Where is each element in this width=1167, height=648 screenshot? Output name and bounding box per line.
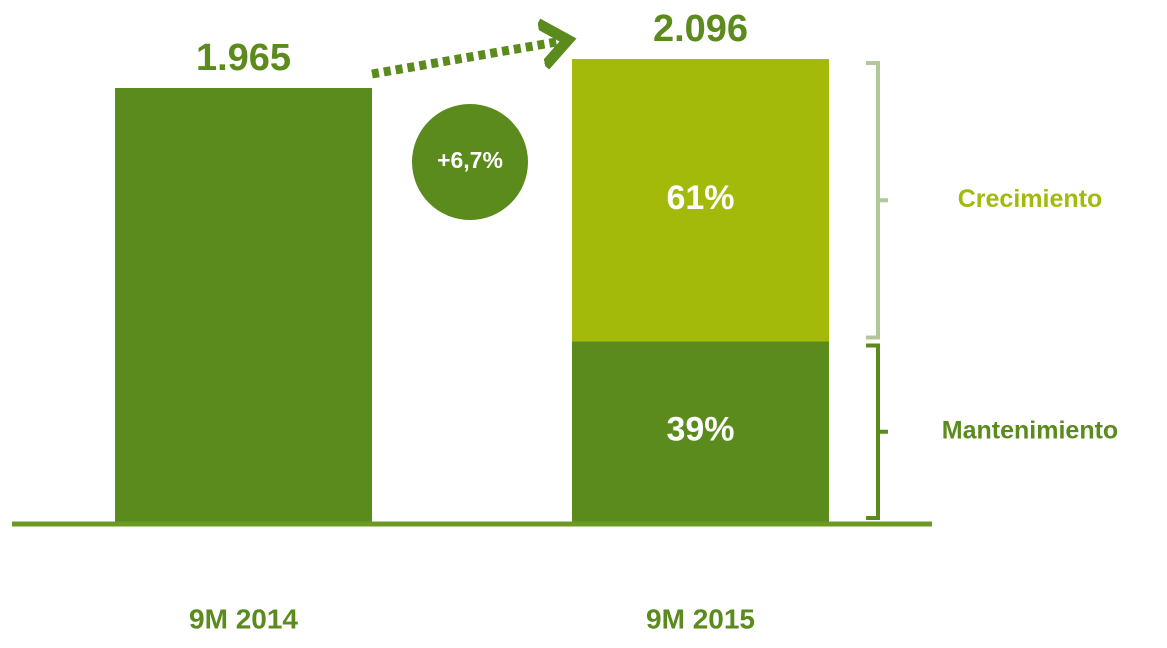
segment-label: 39% [666, 411, 734, 449]
legend-label: Mantenimiento [942, 416, 1118, 444]
growth-arrow [371, 40, 568, 79]
x-tick-label: 9M 2014 [189, 603, 298, 634]
bracket [866, 61, 888, 340]
value-label: 1.965 [196, 37, 291, 79]
x-tick-label: 9M 2015 [646, 603, 755, 634]
bar [115, 87, 372, 522]
bar-segment [572, 341, 829, 522]
bar-segment [572, 59, 829, 342]
growth-label: +6,7% [437, 147, 503, 173]
growth-badge [412, 104, 528, 220]
bracket [866, 343, 888, 520]
value-label: 2.096 [653, 8, 748, 50]
legend-label: Crecimiento [958, 185, 1102, 213]
segment-label: 61% [666, 179, 734, 217]
